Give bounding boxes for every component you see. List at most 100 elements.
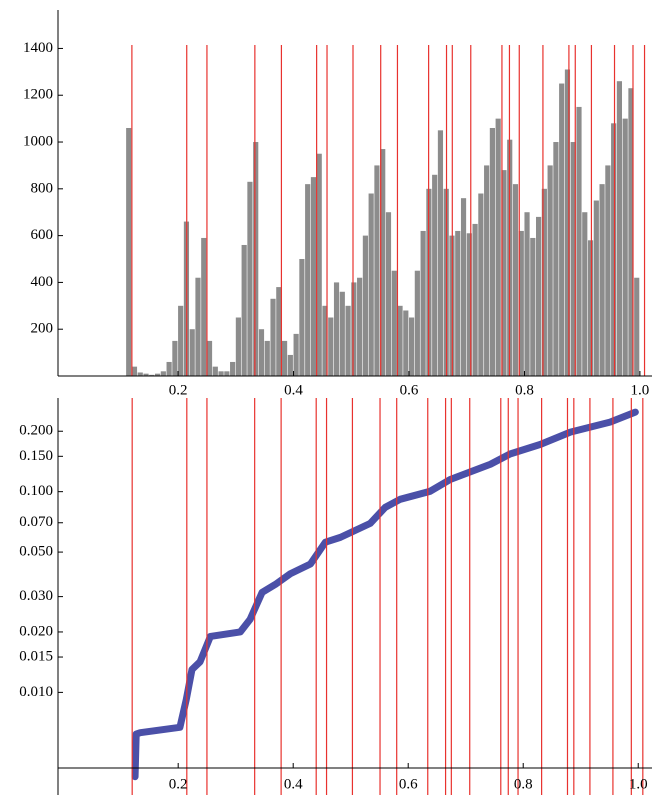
x-tick-label: 0.2 [169,776,188,792]
x-tick-label: 0.8 [515,382,534,398]
histogram-bar [385,212,392,376]
histogram-bar [397,305,403,376]
data-line [131,408,639,781]
histogram-bar [611,123,617,376]
histogram-bar [512,184,519,376]
histogram-bar [224,371,230,376]
histogram-bar [201,237,207,376]
histogram-bar [253,142,259,376]
y-tick-label: 0.150 [19,448,53,464]
y-tick-label: 600 [31,227,54,243]
histogram-bar [403,310,409,376]
histogram-bar [322,305,328,376]
histogram-bar [264,340,270,376]
x-tick-label: 0.2 [169,382,188,398]
y-tick-label: 0.015 [19,648,53,664]
histogram-bar [564,69,571,376]
histogram-bar [495,118,501,376]
histogram-bar [212,366,218,376]
y-tick-label: 0.010 [19,684,53,700]
histogram-bar [126,127,132,376]
y-tick-label: 0.030 [19,588,53,604]
histogram-bar [258,329,265,376]
histogram-bar [270,298,276,376]
y-tick-label: 0.020 [19,623,53,639]
histogram-bar [333,282,340,376]
histogram-bar [559,83,565,377]
histogram-bar [137,372,143,376]
histogram-bar [605,165,611,376]
x-tick-label: 1.0 [631,382,650,398]
y-tick-label: 800 [31,180,54,196]
x-tick-label: 1.0 [629,776,648,792]
histogram-bar [593,200,599,376]
histogram-bar [178,305,184,376]
histogram-bar [154,373,161,376]
histogram-bar [628,88,634,376]
histogram-bar [339,291,345,376]
histogram-bar [547,165,553,376]
y-tick-label: 0.100 [19,483,53,499]
histogram-bar [230,361,236,376]
x-tick-label: 0.4 [284,382,303,398]
y-tick-label: 0.050 [19,544,53,560]
histogram-bar [218,371,224,376]
histogram-bar [634,277,640,376]
histogram-bar [305,184,311,376]
histogram-bar [530,237,536,376]
histogram-bar [293,333,299,376]
histogram-bar [599,184,605,376]
histogram-bar [576,106,582,376]
histogram-bar [414,270,420,376]
histogram-bar [368,193,374,376]
histogram-bar [374,165,380,376]
histogram-bar [524,212,530,376]
histogram-bar [328,317,334,376]
histogram-bar [587,240,594,376]
histogram-bar [472,223,478,376]
histogram-bar [316,153,322,376]
histogram-bar [189,329,195,376]
y-tick-label: 1000 [23,133,53,149]
histogram-bar [345,305,351,376]
y-tick-label: 0.070 [19,514,53,530]
x-tick-label: 0.6 [400,382,419,398]
histogram-bar [281,340,288,376]
histogram-bar [582,212,588,376]
x-tick-label: 0.4 [284,776,303,792]
histogram-bar [160,371,166,376]
histogram-bar [166,361,172,376]
histogram-bar [131,366,138,376]
histogram-bar [460,198,467,376]
histogram-bar [351,282,357,376]
histogram-bar [501,170,507,376]
y-tick-label: 400 [31,274,54,290]
histogram-bar [432,174,438,376]
histogram-bar [622,118,628,376]
histogram-bar [536,216,542,376]
histogram-bar [143,373,149,376]
histogram-bar [484,165,490,376]
y-tick-label: 1400 [23,40,53,56]
histogram-bar [466,233,472,376]
histogram-bar [570,142,576,376]
histogram-bar [489,127,495,376]
histogram-bar [149,374,155,376]
histogram-bar [247,181,253,376]
histogram-bar [437,130,444,376]
histogram-bar [478,193,484,376]
histogram-bar [310,177,317,376]
histogram-bar [553,142,559,376]
histogram-bar [391,270,397,376]
histogram-bar [241,244,247,376]
x-tick-label: 0.6 [399,776,418,792]
histogram-bar [195,277,201,376]
histogram-bar [616,81,622,376]
histogram-bar [287,354,293,376]
histogram-bar [541,188,547,376]
histogram-bar [276,287,282,376]
histogram-bar [420,230,426,376]
histogram-bar [380,149,386,376]
